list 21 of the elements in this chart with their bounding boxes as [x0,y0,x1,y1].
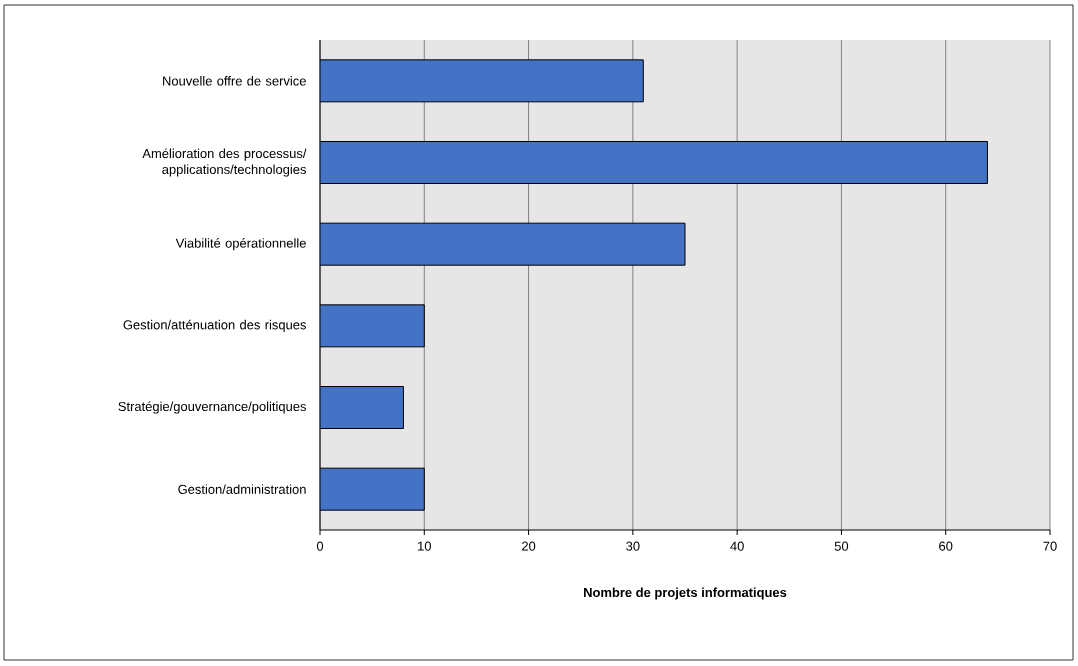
x-tick-label: 40 [730,541,744,551]
bar [320,222,686,266]
x-axis-title: Nombre de projets informatiques [584,587,787,600]
x-tick-label: 70 [1043,541,1057,551]
x-tick-label: 50 [834,541,849,551]
bar [320,386,404,429]
y-tick-label: Gestion/atténuation des risques [123,319,306,332]
x-tick-label: 30 [626,541,640,551]
x-tick-label: 20 [522,541,536,551]
bar [320,304,425,348]
x-tick-label: 10 [418,541,431,551]
y-tick-label: Stratégie/gouvernance/politiques [118,401,306,414]
bar [320,467,425,511]
y-tick-label: Amélioration des processus/ applications/technologies [142,148,307,177]
x-tick-label: 60 [939,541,953,551]
y-tick-label: Gestion/administration [178,484,306,494]
x-tick-label: 0 [316,541,324,551]
y-tick-label: Nouvelle offre de service [163,76,306,86]
bar [320,141,988,185]
bar [320,59,644,103]
y-tick-label: Viabilité opérationnelle [175,238,306,251]
